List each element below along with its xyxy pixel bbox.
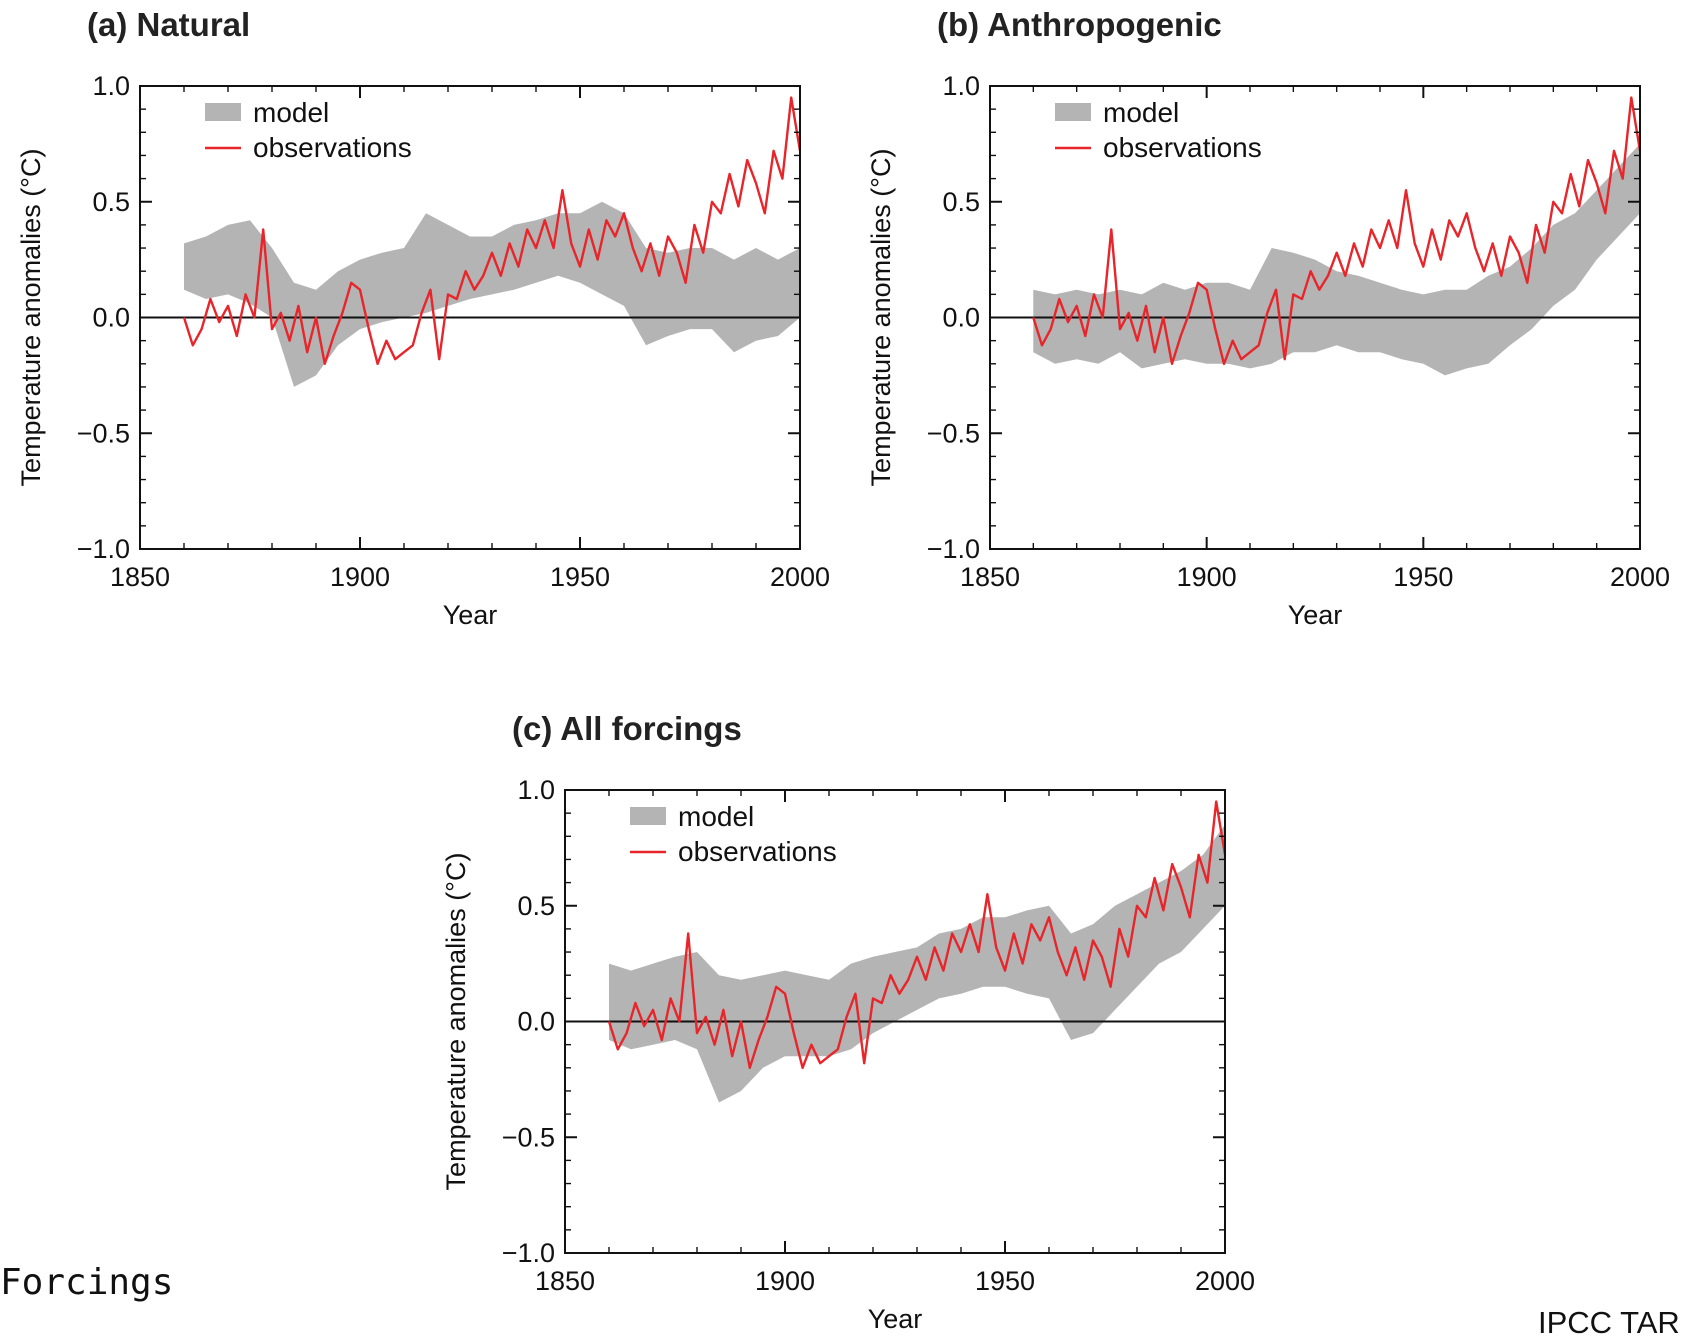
legend-swatch-model (205, 103, 241, 121)
observations-line (182, 96, 802, 365)
y-tick-label: −1.0 (927, 534, 980, 564)
y-axis-label: Temperature anomalies (°C) (866, 149, 896, 487)
model-band (184, 201, 800, 387)
x-tick-label: 2000 (1195, 1266, 1255, 1296)
y-tick-label: −1.0 (502, 1238, 555, 1268)
legend-label-observations: observations (253, 132, 412, 163)
legend-label-model: model (678, 801, 754, 832)
y-tick-label: 0.5 (942, 187, 980, 217)
observations-line (607, 800, 1227, 1069)
x-tick-label: 1950 (975, 1266, 1035, 1296)
footer-left-text: Forcings (0, 1262, 174, 1303)
chart-panel-all-forcings: (c) All forcings −1.0 −0.5 0.0 0.5 1.0 1850 190… (441, 710, 1255, 1334)
x-tick-label: 1900 (755, 1266, 815, 1296)
y-tick-label: −1.0 (77, 534, 130, 564)
legend-label-model: model (1103, 97, 1179, 128)
y-tick-label: 1.0 (517, 775, 555, 805)
model-band (609, 824, 1225, 1103)
y-tick-label: −0.5 (927, 418, 980, 448)
x-tick-label: 1850 (110, 562, 170, 592)
x-tick-label: 1900 (1177, 562, 1237, 592)
x-tick-label: 1900 (330, 562, 390, 592)
y-axis-label: Temperature anomalies (°C) (16, 149, 46, 487)
y-tick-label: 1.0 (942, 71, 980, 101)
x-axis-label: Year (868, 1304, 923, 1334)
y-tick-label: −0.5 (502, 1122, 555, 1152)
legend-swatch-model (1055, 103, 1091, 121)
panel-title: (c) All forcings (512, 710, 742, 747)
y-tick-label: 1.0 (92, 71, 130, 101)
y-tick-label: −0.5 (77, 418, 130, 448)
x-axis-label: Year (1288, 600, 1343, 630)
y-tick-label: 0.0 (92, 303, 130, 333)
x-tick-label: 1950 (550, 562, 610, 592)
x-tick-label: 2000 (770, 562, 830, 592)
y-tick-label: 0.0 (517, 1007, 555, 1037)
y-axis-label: Temperature anomalies (°C) (441, 853, 471, 1191)
x-axis-label: Year (443, 600, 498, 630)
x-tick-label: 1850 (535, 1266, 595, 1296)
y-tick-label: 0.0 (942, 303, 980, 333)
legend-label-model: model (253, 97, 329, 128)
panel-title: (b) Anthropogenic (937, 6, 1222, 43)
chart-panel-anthropogenic: (b) Anthropogenic −1.0 −0.5 0.0 0.5 1.0 1850 19… (866, 6, 1670, 630)
chart-panel-natural: (a) Natural −1.0 −0.5 0.0 0.5 1.0 1850 1900 1950… (16, 6, 830, 630)
x-tick-label: 2000 (1610, 562, 1670, 592)
panel-title: (a) Natural (87, 6, 250, 43)
legend-swatch-model (630, 807, 666, 825)
legend-label-observations: observations (678, 836, 837, 867)
observations-line (1032, 96, 1642, 365)
y-tick-label: 0.5 (517, 891, 555, 921)
footer-right-text: IPCC TAR (1538, 1305, 1680, 1340)
legend-label-observations: observations (1103, 132, 1262, 163)
x-tick-label: 1850 (960, 562, 1020, 592)
model-band (1033, 143, 1640, 376)
y-tick-label: 0.5 (92, 187, 130, 217)
x-tick-label: 1950 (1393, 562, 1453, 592)
